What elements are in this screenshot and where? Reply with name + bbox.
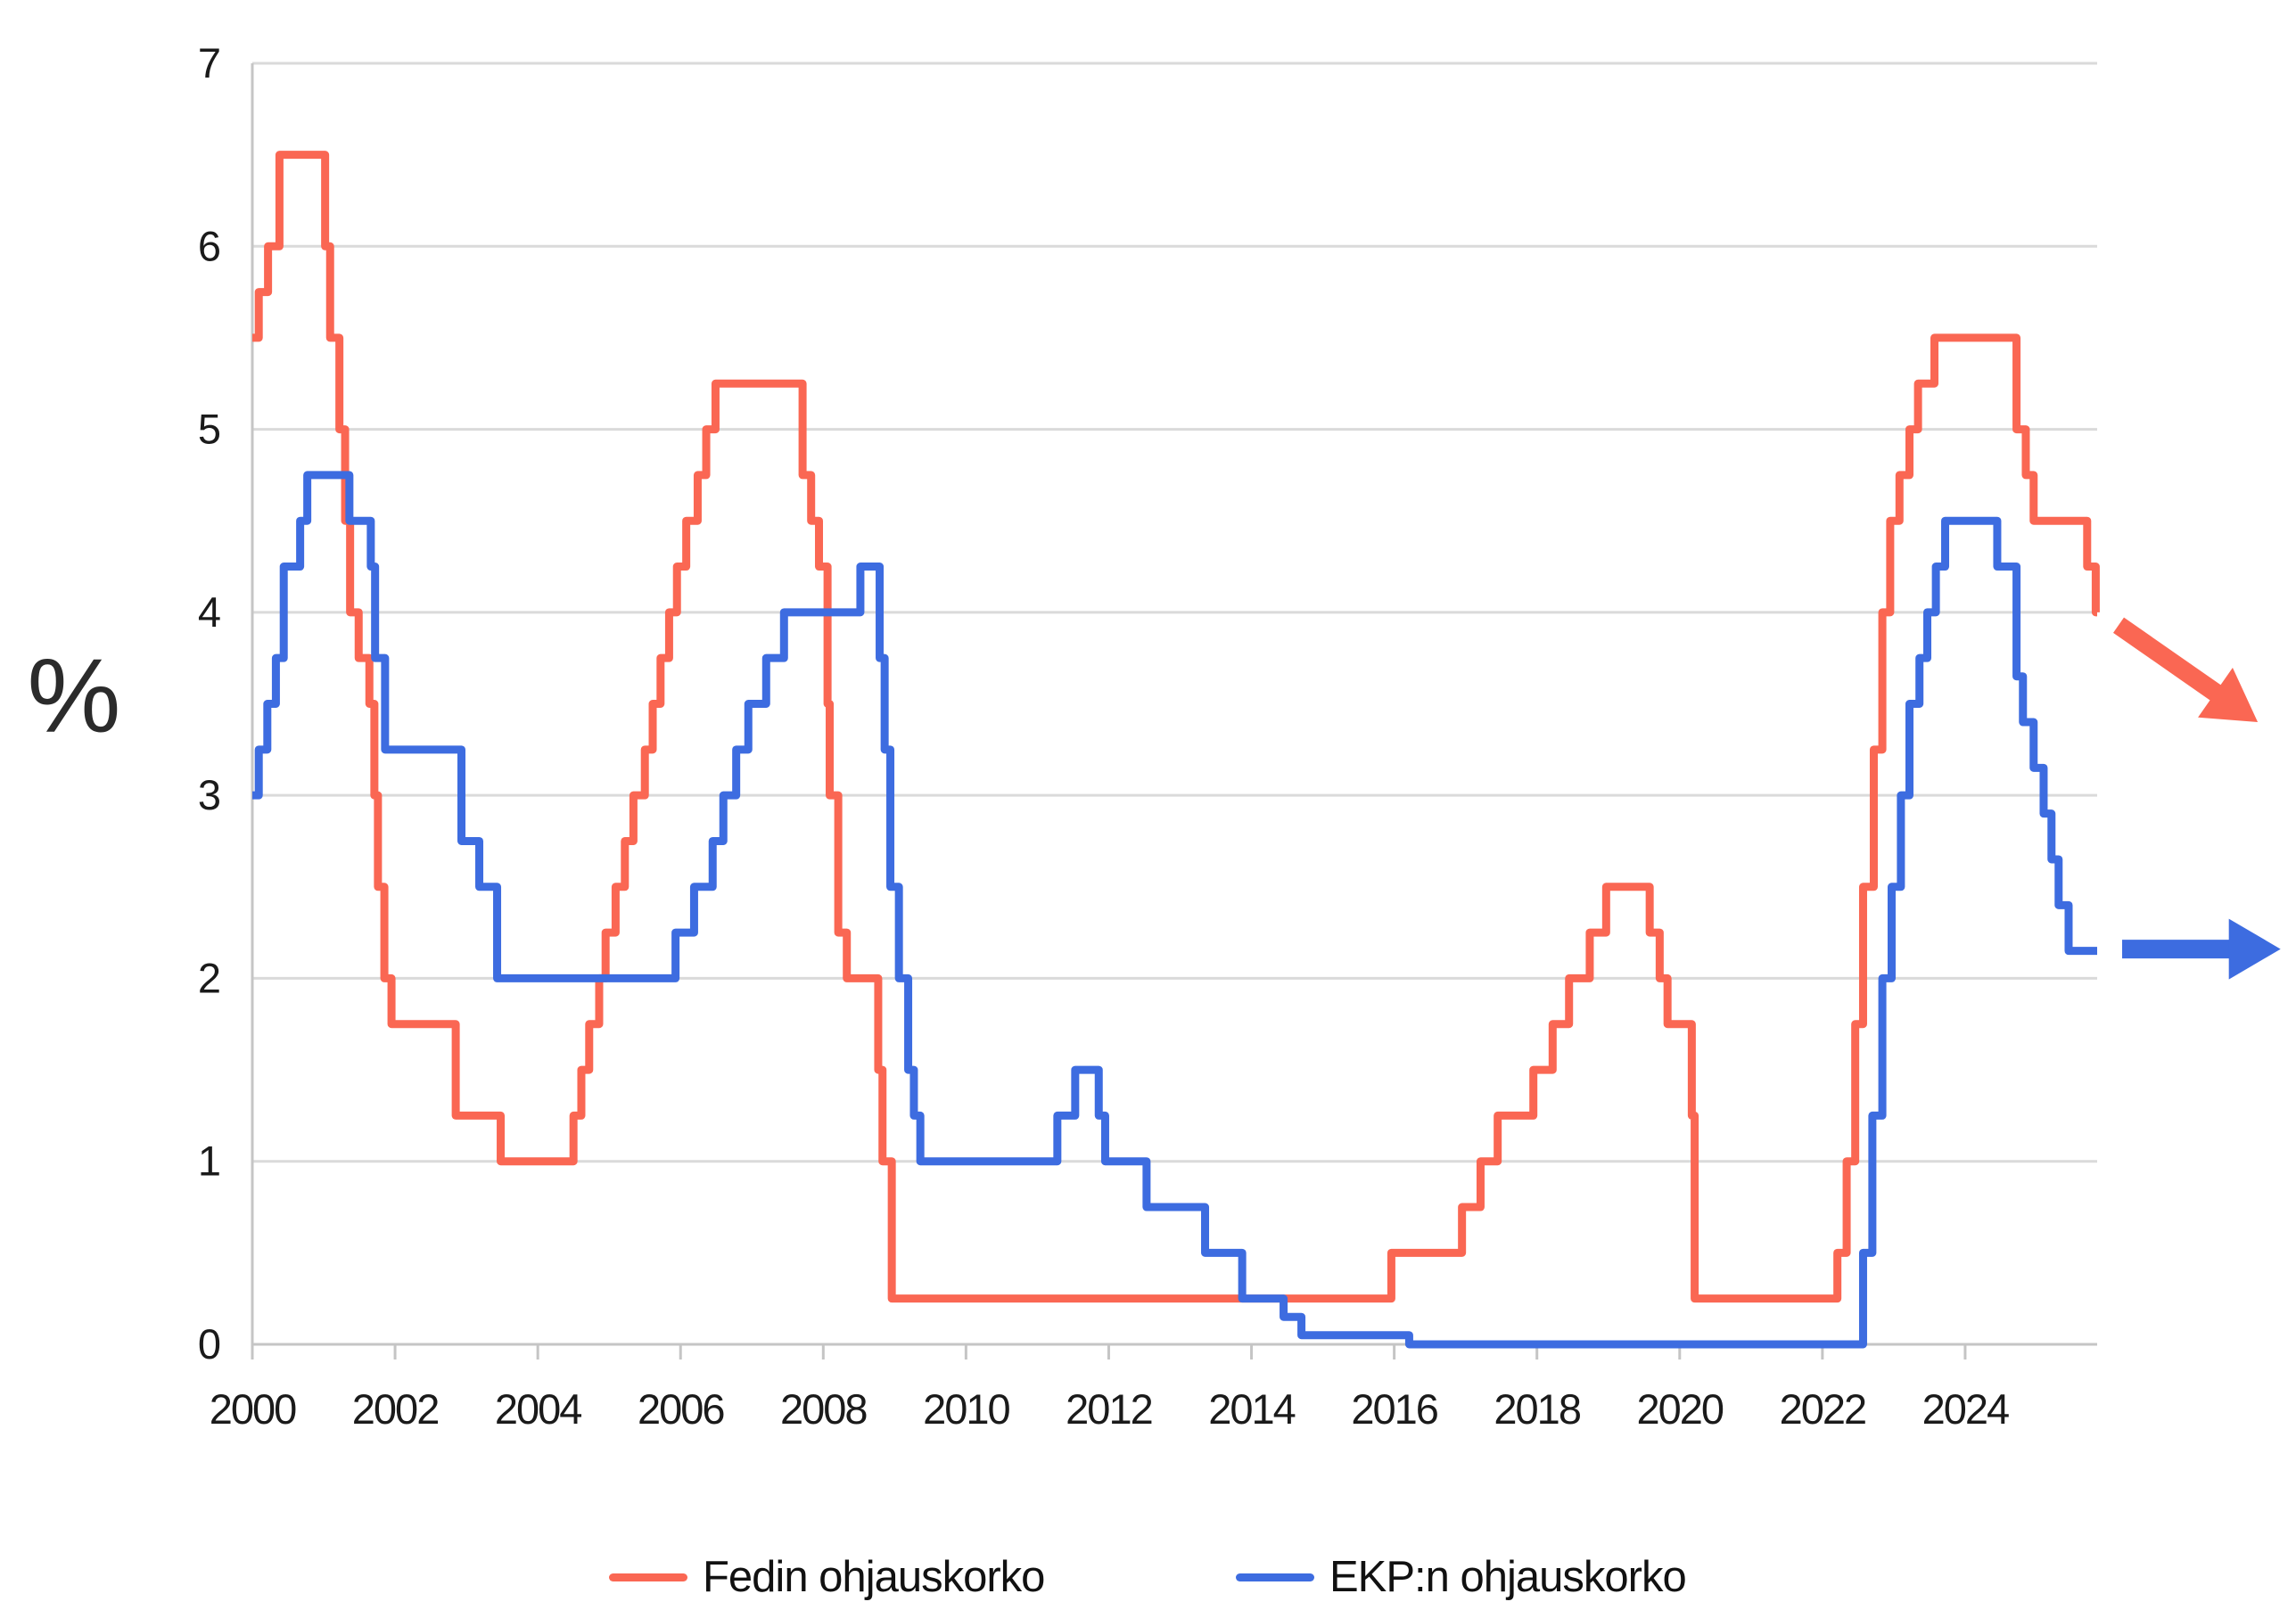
legend-item-ecb: EKP:n ohjauskorko [1236,1544,1687,1610]
chart-legend: Fedin ohjauskorko EKP:n ohjauskorko [0,1544,2296,1610]
svg-text:2002: 2002 [352,1385,439,1433]
svg-text:2000: 2000 [210,1385,296,1433]
svg-text:1: 1 [198,1138,219,1185]
trend-arrows [2113,617,2281,980]
svg-text:6: 6 [198,222,220,269]
y-axis-title: % [27,637,121,755]
svg-text:2022: 2022 [1780,1385,1866,1433]
svg-text:5: 5 [198,406,220,453]
x-axis-ticks [251,1344,1967,1359]
svg-text:2006: 2006 [638,1385,724,1433]
svg-text:2014: 2014 [1208,1385,1295,1433]
legend-item-fed: Fedin ohjauskorko [609,1544,1045,1610]
legend-label-fed: Fedin ohjauskorko [703,1553,1045,1601]
svg-text:2010: 2010 [923,1385,1009,1433]
x-axis-labels: 2000 2002 2004 2006 2008 2010 2012 2014 2016 2018… [210,1385,2011,1433]
fed-series-line [252,151,2100,1303]
series-lines [252,151,2100,1349]
svg-text:7: 7 [198,39,219,86]
svg-text:2020: 2020 [1636,1385,1723,1433]
ecb-line-swatch [1236,1573,1314,1581]
svg-text:3: 3 [198,771,220,818]
svg-text:2016: 2016 [1351,1385,1437,1433]
svg-text:0: 0 [198,1320,220,1368]
gridlines [252,62,2097,1346]
svg-text:2012: 2012 [1066,1385,1152,1433]
svg-text:4: 4 [198,588,220,636]
ecb-series-line [252,471,2097,1349]
fed-line-swatch [609,1573,687,1581]
svg-text:2024: 2024 [1922,1385,2009,1433]
svg-text:2018: 2018 [1494,1385,1580,1433]
svg-text:2: 2 [198,954,219,1001]
svg-text:2004: 2004 [495,1385,581,1433]
svg-text:2008: 2008 [780,1385,867,1433]
legend-label-ecb: EKP:n ohjauskorko [1329,1553,1687,1601]
ecb-trend-arrow [2122,918,2281,980]
y-axis-labels: 0 1 2 3 4 5 6 7 [198,39,222,1368]
fed-trend-arrow [2113,617,2259,723]
